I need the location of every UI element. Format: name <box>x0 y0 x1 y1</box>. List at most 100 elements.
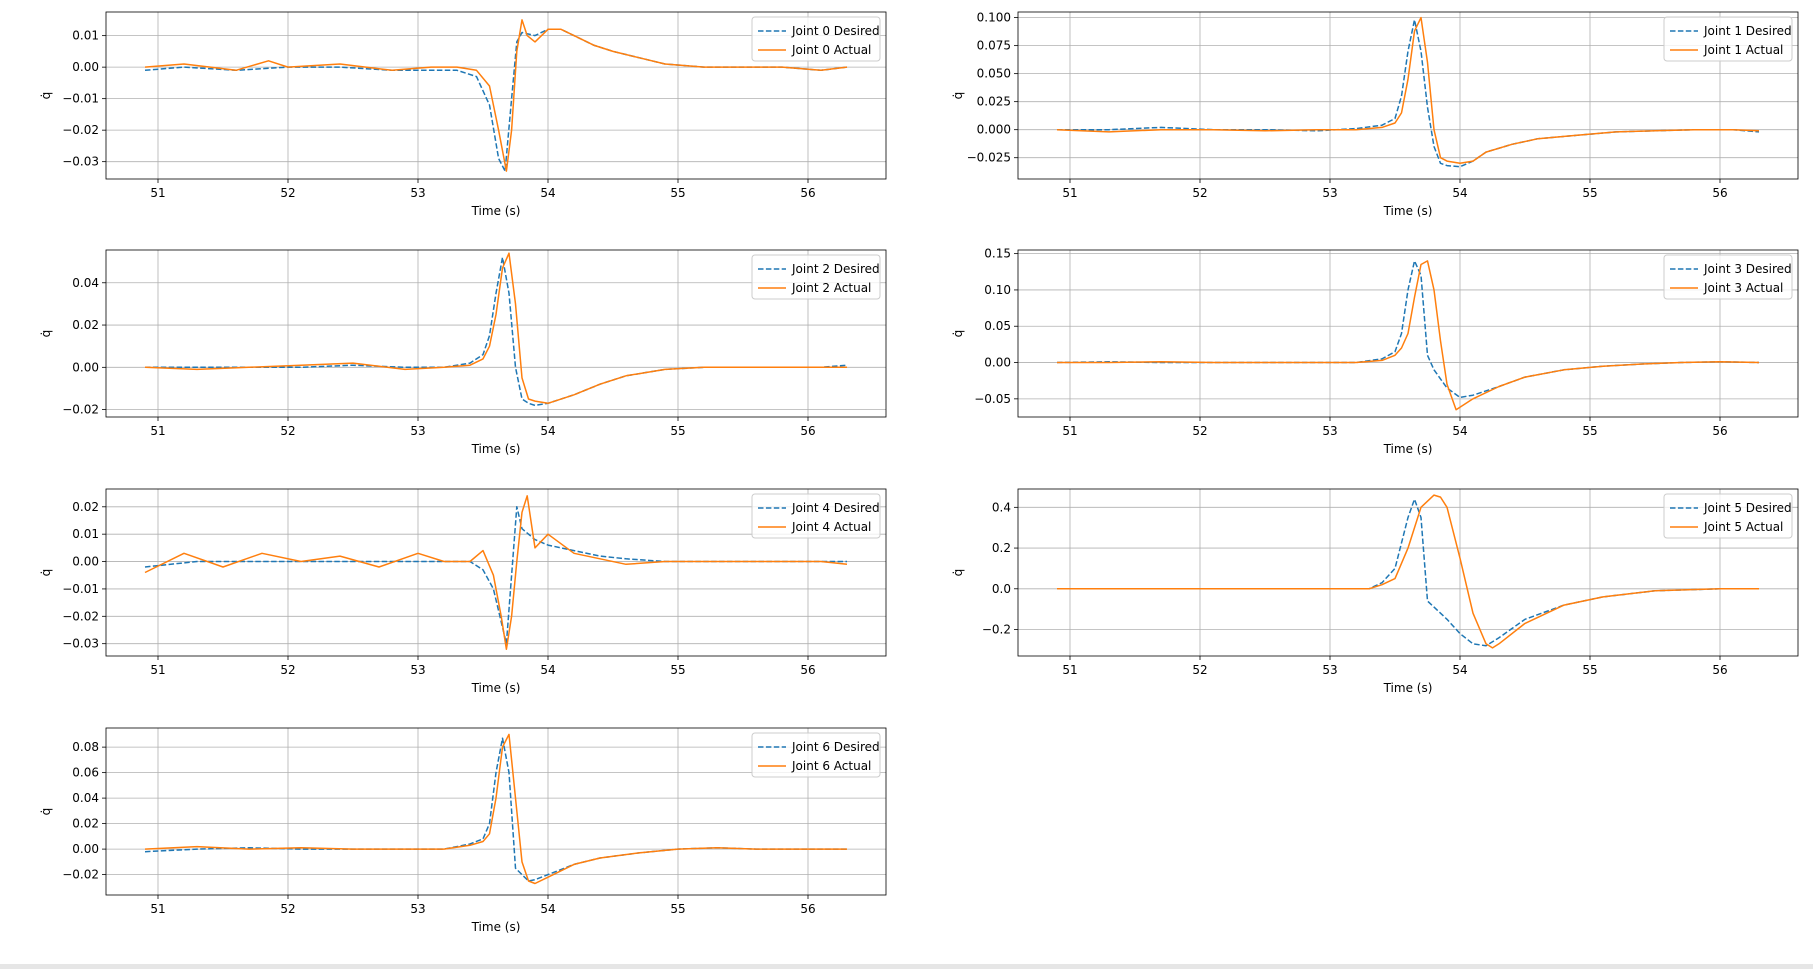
y-tick-label: −0.02 <box>62 868 99 882</box>
series-line-desired <box>1057 498 1759 647</box>
x-tick-label: 51 <box>150 186 165 200</box>
y-tick-label: 0.00 <box>72 360 99 374</box>
x-tick-label: 55 <box>1582 186 1597 200</box>
y-axis-label: q̇ <box>39 808 53 816</box>
x-tick-label: 54 <box>1452 424 1467 438</box>
axes-frame <box>105 727 887 896</box>
legend-label: Joint 5 Desired <box>1703 501 1792 515</box>
x-tick-label: 56 <box>800 424 815 438</box>
y-tick-label: −0.02 <box>62 609 99 623</box>
y-tick-label: 0.04 <box>72 791 99 805</box>
subplot-joint-2: 51 52 53 54 55 56 0.04 0.02 0.00 −0.02 Time (s) q̇ J… <box>39 249 887 456</box>
legend: Joint 6 Desired Joint 6 Actual <box>751 732 881 778</box>
x-tick-label: 55 <box>670 186 685 200</box>
x-tick-label: 53 <box>410 663 425 677</box>
y-tick-label: −0.025 <box>967 151 1011 165</box>
x-tick-label: 54 <box>540 663 555 677</box>
y-tick-label: 0.04 <box>72 276 99 290</box>
series-line-actual <box>1057 260 1760 411</box>
x-tick-label: 51 <box>150 902 165 916</box>
x-tick-label: 54 <box>1452 663 1467 677</box>
x-tick-label: 53 <box>1322 186 1337 200</box>
y-axis-label: q̇ <box>951 92 965 100</box>
legend-label: Joint 4 Desired <box>791 501 880 515</box>
legend-label: Joint 2 Actual <box>791 281 871 295</box>
subplot-joint-3: 51 52 53 54 55 56 0.15 0.10 0.05 0.00 −0.05 Time (s… <box>951 247 1799 456</box>
x-tick-label: 52 <box>1192 424 1207 438</box>
y-axis-label: q̇ <box>951 569 965 577</box>
axes-frame <box>105 11 887 180</box>
series-line-actual <box>1057 494 1759 649</box>
x-tick-label: 52 <box>1192 663 1207 677</box>
x-tick-label: 56 <box>800 663 815 677</box>
subplot-joint-1: 51 52 53 54 55 56 0.100 0.075 0.050 0.025 0.000 −0.… <box>951 11 1799 218</box>
series-line-desired <box>145 256 848 407</box>
subplot-joint-6: 51 52 53 54 55 56 0.08 0.06 0.04 0.02 0.00 −0.02 Tim… <box>39 727 887 934</box>
x-tick-label: 51 <box>1062 663 1077 677</box>
series-line-desired <box>144 28 848 172</box>
x-tick-label: 54 <box>540 186 555 200</box>
series-line-actual <box>144 19 848 172</box>
y-tick-label: 0.2 <box>992 541 1011 555</box>
y-tick-label: 0.4 <box>992 500 1011 514</box>
series-line-desired <box>1057 19 1760 168</box>
y-tick-label: 0.075 <box>977 39 1011 53</box>
y-tick-label: 0.00 <box>72 555 99 569</box>
y-tick-label: 0.050 <box>977 67 1011 81</box>
legend-label: Joint 2 Desired <box>791 262 880 276</box>
x-tick-label: 53 <box>410 902 425 916</box>
bottom-scrollbar[interactable] <box>0 964 1813 969</box>
x-tick-label: 51 <box>150 663 165 677</box>
y-tick-label: −0.2 <box>982 623 1011 637</box>
y-tick-label: 0.02 <box>72 500 99 514</box>
x-tick-label: 53 <box>1322 663 1337 677</box>
y-axis-label: q̇ <box>39 92 53 100</box>
x-tick-label: 56 <box>800 902 815 916</box>
x-tick-label: 52 <box>280 424 295 438</box>
legend-label: Joint 1 Desired <box>1703 24 1792 38</box>
y-tick-label: 0.02 <box>72 318 99 332</box>
subplot-joint-0: 51 52 53 54 55 56 0.01 0.00 −0.01 −0.02 −0.03 Time … <box>39 11 887 218</box>
x-axis-label: Time (s) <box>1383 204 1433 218</box>
axes-frame <box>1017 488 1799 657</box>
y-tick-label: 0.08 <box>72 740 99 754</box>
y-tick-label: 0.06 <box>72 766 99 780</box>
x-tick-label: 54 <box>1452 186 1467 200</box>
series-line-actual <box>144 733 847 885</box>
legend-label: Joint 0 Desired <box>791 24 880 38</box>
x-tick-label: 56 <box>1712 424 1727 438</box>
y-tick-label: 0.000 <box>977 123 1011 137</box>
y-tick-label: 0.00 <box>984 356 1011 370</box>
x-axis-label: Time (s) <box>1383 681 1433 695</box>
legend: Joint 1 Desired Joint 1 Actual <box>1663 16 1793 62</box>
axes-frame <box>1017 11 1799 180</box>
y-tick-label: 0.01 <box>72 527 99 541</box>
axes-frame <box>1017 249 1799 418</box>
legend-label: Joint 6 Desired <box>791 740 880 754</box>
y-tick-label: −0.02 <box>62 123 99 137</box>
x-tick-label: 55 <box>670 663 685 677</box>
legend-label: Joint 6 Actual <box>791 759 871 773</box>
x-tick-label: 55 <box>670 424 685 438</box>
x-tick-label: 52 <box>1192 186 1207 200</box>
y-tick-label: −0.01 <box>62 92 99 106</box>
x-tick-label: 53 <box>1322 424 1337 438</box>
x-tick-label: 51 <box>1062 424 1077 438</box>
y-axis-label: q̇ <box>951 330 965 338</box>
legend-label: Joint 1 Actual <box>1703 43 1783 57</box>
series-line-actual <box>1056 16 1760 165</box>
legend-label: Joint 3 Actual <box>1703 281 1783 295</box>
y-tick-label: −0.01 <box>62 582 99 596</box>
x-tick-label: 55 <box>1582 424 1597 438</box>
x-tick-label: 54 <box>540 902 555 916</box>
x-tick-label: 52 <box>280 186 295 200</box>
series-line-desired <box>1056 260 1760 399</box>
subplot-joint-4: 51 52 53 54 55 56 0.02 0.01 0.00 −0.01 −0.02 −0.03 T… <box>39 488 887 695</box>
x-tick-label: 55 <box>1582 663 1597 677</box>
axes-frame <box>105 249 887 418</box>
x-tick-label: 53 <box>410 424 425 438</box>
series-line-actual <box>144 252 847 405</box>
axes-frame <box>105 488 887 657</box>
